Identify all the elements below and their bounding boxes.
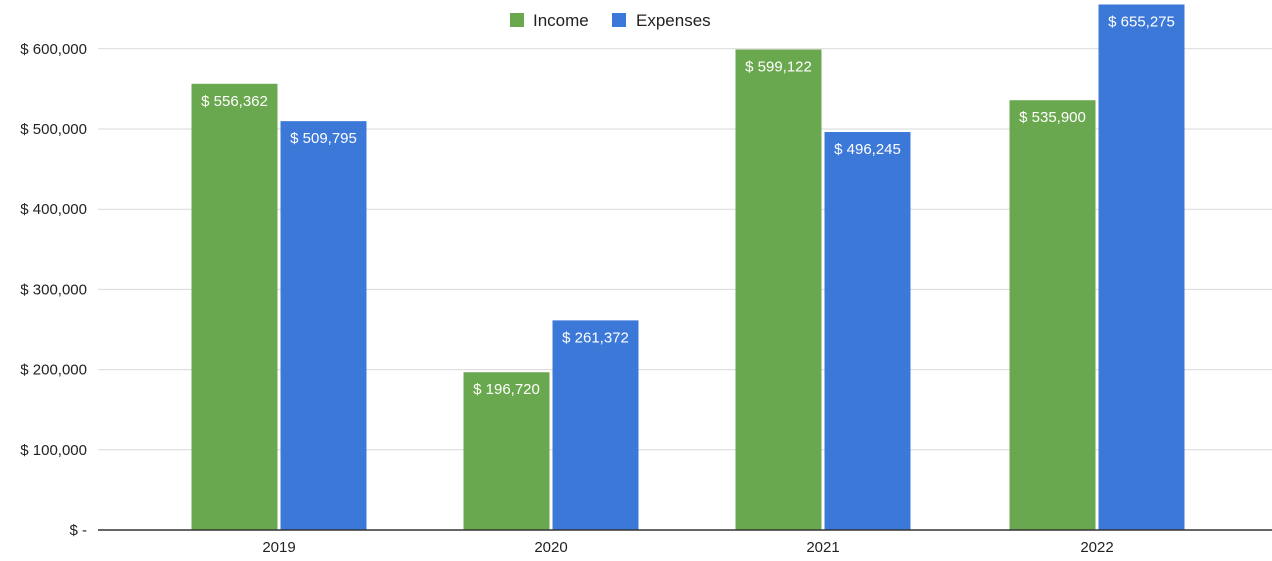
bar-income-2022 xyxy=(1009,100,1096,531)
x-tick-label: 2021 xyxy=(806,539,839,556)
legend-label-expenses: Expenses xyxy=(636,11,711,30)
y-tick-label: $ 500,000 xyxy=(20,121,87,138)
data-label: $ 509,795 xyxy=(290,130,357,147)
x-tick-label: 2022 xyxy=(1080,539,1113,556)
legend-swatch-income xyxy=(510,13,524,27)
y-tick-label: $ 400,000 xyxy=(20,201,87,218)
y-tick-label: $ - xyxy=(69,522,87,539)
bar-income-2020 xyxy=(463,372,550,530)
x-tick-label: 2020 xyxy=(534,539,567,556)
data-label: $ 599,122 xyxy=(745,59,812,76)
y-axis-tick-labels: $ - $ 100,000 $ 200,000 $ 300,000 $ 400,000 $… xyxy=(20,41,87,539)
data-label: $ 196,720 xyxy=(473,381,540,398)
legend-label-income: Income xyxy=(533,11,589,30)
bar-expenses-2020 xyxy=(552,320,639,530)
data-label: $ 535,900 xyxy=(1019,109,1086,126)
data-labels: $ 556,362 $ 196,720 $ 599,122 $ 535,900 $ 50… xyxy=(201,13,1175,398)
bar-expenses-2022 xyxy=(1098,4,1185,531)
bar-expenses-2019 xyxy=(280,121,367,530)
legend-swatch-expenses xyxy=(612,13,626,27)
x-tick-label: 2019 xyxy=(262,539,295,556)
y-tick-label: $ 200,000 xyxy=(20,362,87,379)
y-tick-label: $ 300,000 xyxy=(20,281,87,298)
data-label: $ 496,245 xyxy=(834,141,901,158)
bar-income-2021 xyxy=(735,49,822,531)
y-tick-label: $ 600,000 xyxy=(20,41,87,58)
data-label: $ 556,362 xyxy=(201,93,268,110)
y-tick-label: $ 100,000 xyxy=(20,442,87,459)
x-axis-tick-labels: 2019 2020 2021 2022 xyxy=(262,539,1113,556)
bar-income-2019 xyxy=(191,83,278,531)
bars xyxy=(191,4,1185,531)
legend: Income Expenses xyxy=(510,11,711,30)
data-label: $ 655,275 xyxy=(1108,13,1175,30)
bar-expenses-2021 xyxy=(824,132,911,530)
data-label: $ 261,372 xyxy=(562,329,629,346)
